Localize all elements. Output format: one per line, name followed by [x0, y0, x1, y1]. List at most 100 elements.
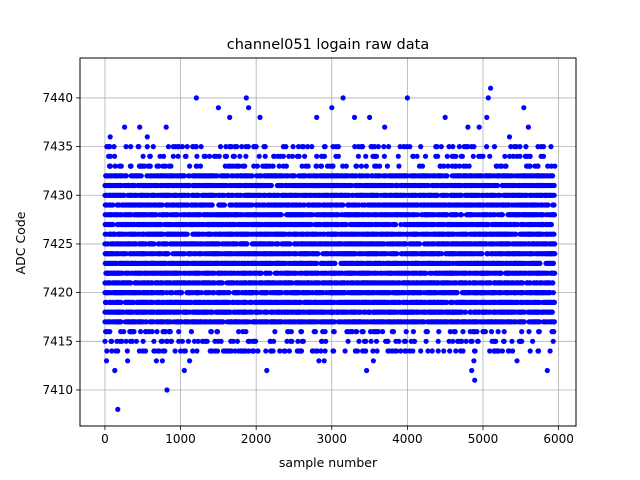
data-point — [258, 270, 264, 276]
data-point — [157, 153, 163, 159]
data-point — [179, 290, 185, 296]
data-point — [129, 338, 135, 344]
data-point — [176, 144, 182, 150]
data-point — [184, 144, 190, 150]
data-point — [121, 329, 127, 335]
data-point — [150, 144, 156, 150]
data-point — [219, 280, 225, 286]
data-point — [290, 144, 296, 150]
data-point — [154, 329, 160, 335]
data-point — [263, 348, 269, 354]
data-point — [342, 348, 348, 354]
data-point — [111, 144, 117, 150]
data-point — [228, 348, 234, 354]
data-point — [176, 329, 182, 335]
data-point — [276, 163, 282, 169]
data-point — [168, 338, 175, 344]
data-point — [299, 163, 305, 169]
data-point — [239, 144, 245, 150]
data-point — [223, 153, 230, 159]
data-point — [254, 290, 260, 296]
data-point — [194, 348, 200, 354]
data-point — [214, 173, 220, 179]
data-point — [291, 173, 298, 179]
data-point — [175, 153, 181, 159]
data-point — [140, 153, 146, 159]
data-point — [321, 153, 328, 159]
data-point — [176, 309, 182, 315]
data-point — [363, 338, 369, 344]
data-point — [179, 338, 185, 344]
data-point — [194, 163, 200, 169]
data-point — [118, 319, 124, 325]
data-point — [403, 329, 409, 335]
data-point — [118, 299, 124, 305]
data-point — [323, 338, 329, 344]
data-point — [407, 144, 413, 150]
data-point — [243, 153, 249, 159]
data-point — [286, 348, 292, 354]
data-point — [315, 251, 321, 257]
data-point — [343, 163, 349, 169]
data-point — [253, 338, 259, 344]
data-point — [190, 348, 196, 354]
data-point — [181, 173, 188, 179]
data-point — [131, 329, 137, 335]
data-point — [381, 153, 387, 159]
data-point — [195, 338, 201, 344]
data-point — [191, 338, 198, 344]
data-point — [286, 153, 292, 159]
data-point — [360, 329, 366, 335]
data-point — [143, 319, 149, 325]
data-point — [322, 144, 328, 150]
data-point — [156, 348, 162, 354]
data-point — [144, 144, 150, 150]
data-point — [322, 329, 328, 335]
data-point — [128, 163, 134, 169]
data-point — [256, 153, 262, 159]
data-point — [355, 153, 361, 159]
data-point — [331, 348, 337, 354]
data-point — [231, 153, 237, 159]
data-point — [236, 163, 242, 169]
data-point — [172, 348, 178, 354]
data-point — [218, 338, 224, 344]
data-point — [107, 153, 113, 159]
data-point — [253, 144, 259, 150]
data-point — [226, 290, 232, 296]
data-point — [170, 153, 176, 159]
data-point — [410, 329, 416, 335]
data-point — [151, 241, 157, 247]
data-point — [164, 338, 170, 344]
data-point — [332, 260, 338, 266]
data-point — [283, 144, 289, 150]
data-point — [251, 348, 257, 354]
data-point — [138, 329, 144, 335]
data-point — [188, 329, 194, 335]
data-point — [272, 329, 278, 335]
data-point — [278, 212, 284, 218]
data-point — [298, 299, 304, 305]
data-point — [345, 338, 351, 344]
data-point — [147, 163, 153, 169]
data-point — [295, 338, 301, 344]
data-point — [264, 309, 270, 315]
data-point — [118, 163, 124, 169]
data-point — [295, 144, 302, 150]
data-point — [211, 290, 217, 296]
data-point — [335, 144, 341, 150]
data-point — [314, 260, 320, 266]
data-point — [267, 270, 273, 276]
data-point — [308, 221, 314, 228]
data-point — [270, 163, 276, 169]
data-point — [168, 163, 174, 169]
data-point — [360, 144, 366, 150]
data-point — [165, 144, 172, 150]
data-point — [165, 251, 171, 257]
data-point — [110, 202, 116, 208]
data-point — [169, 290, 175, 296]
data-point — [197, 163, 204, 169]
data-point — [123, 338, 129, 344]
data-point — [396, 338, 402, 344]
data-point — [178, 348, 184, 354]
